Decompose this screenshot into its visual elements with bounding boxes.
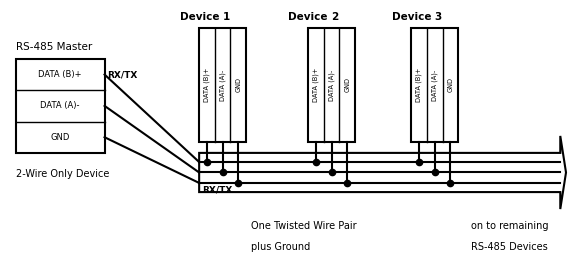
Bar xyxy=(199,27,246,143)
Text: DATA (A)-: DATA (A)- xyxy=(40,101,80,110)
Text: DATA (A)-: DATA (A)- xyxy=(328,69,335,101)
Text: GND: GND xyxy=(236,77,241,92)
Text: DATA (A)-: DATA (A)- xyxy=(431,69,438,101)
Polygon shape xyxy=(199,136,566,209)
Text: One Twisted Wire Pair: One Twisted Wire Pair xyxy=(251,221,357,231)
Text: plus Ground: plus Ground xyxy=(251,242,310,252)
Text: GND: GND xyxy=(344,77,350,92)
Text: 2-Wire Only Device: 2-Wire Only Device xyxy=(16,169,109,178)
Text: 1: 1 xyxy=(223,12,230,22)
Text: Device: Device xyxy=(180,12,223,22)
Text: DATA (B)+: DATA (B)+ xyxy=(204,68,210,102)
Text: GND: GND xyxy=(51,133,70,142)
Text: Device: Device xyxy=(289,12,332,22)
Bar xyxy=(16,59,105,153)
Text: Device: Device xyxy=(392,12,435,22)
Text: RS-485 Devices: RS-485 Devices xyxy=(471,242,548,252)
Text: on to remaining: on to remaining xyxy=(471,221,549,231)
Text: DATA (B)+: DATA (B)+ xyxy=(39,70,82,79)
Text: 2: 2 xyxy=(332,12,339,22)
Text: DATA (B)+: DATA (B)+ xyxy=(416,68,422,102)
Text: RS-485 Master: RS-485 Master xyxy=(16,42,92,52)
Text: GND: GND xyxy=(448,77,453,92)
Text: DATA (B)+: DATA (B)+ xyxy=(313,68,319,102)
Text: DATA (A)-: DATA (A)- xyxy=(219,69,226,101)
Text: RX/TX: RX/TX xyxy=(108,70,138,79)
Bar xyxy=(308,27,355,143)
Text: RX/TX: RX/TX xyxy=(202,186,232,195)
Bar xyxy=(411,27,458,143)
Text: 3: 3 xyxy=(435,12,442,22)
